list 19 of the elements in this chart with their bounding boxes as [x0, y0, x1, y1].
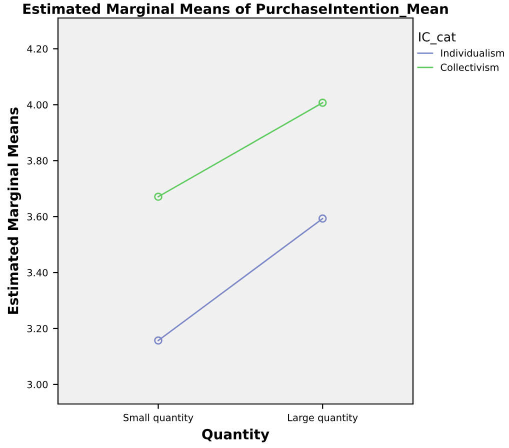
point: [154, 336, 162, 345]
y-tick-label: 3.60: [27, 213, 48, 220]
point: [154, 192, 162, 201]
legend-label: Collectivism: [440, 63, 498, 71]
y-tick-label: 3.40: [27, 269, 48, 276]
x-tick-label: Small quantity: [124, 414, 194, 424]
point: [318, 214, 327, 223]
legend-title: IC_cat: [419, 32, 456, 44]
x-tick-label: Large quantity: [288, 414, 358, 424]
y-tick-label: 4.00: [27, 101, 48, 109]
y-axis-title: Estimated Marginal Means: [8, 108, 22, 314]
x-axis-title: Quantity: [202, 428, 270, 442]
y-tick-label: 4.20: [27, 45, 48, 53]
y-tick-label: 3.20: [27, 324, 48, 332]
chart-title: Estimated Marginal Means of PurchaseIntention_Mean: [23, 3, 448, 18]
legend-label: Individualism: [441, 49, 504, 57]
y-tick-label: 3.80: [27, 157, 48, 164]
point: [318, 98, 327, 107]
y-tick-label: 3.00: [27, 380, 48, 388]
